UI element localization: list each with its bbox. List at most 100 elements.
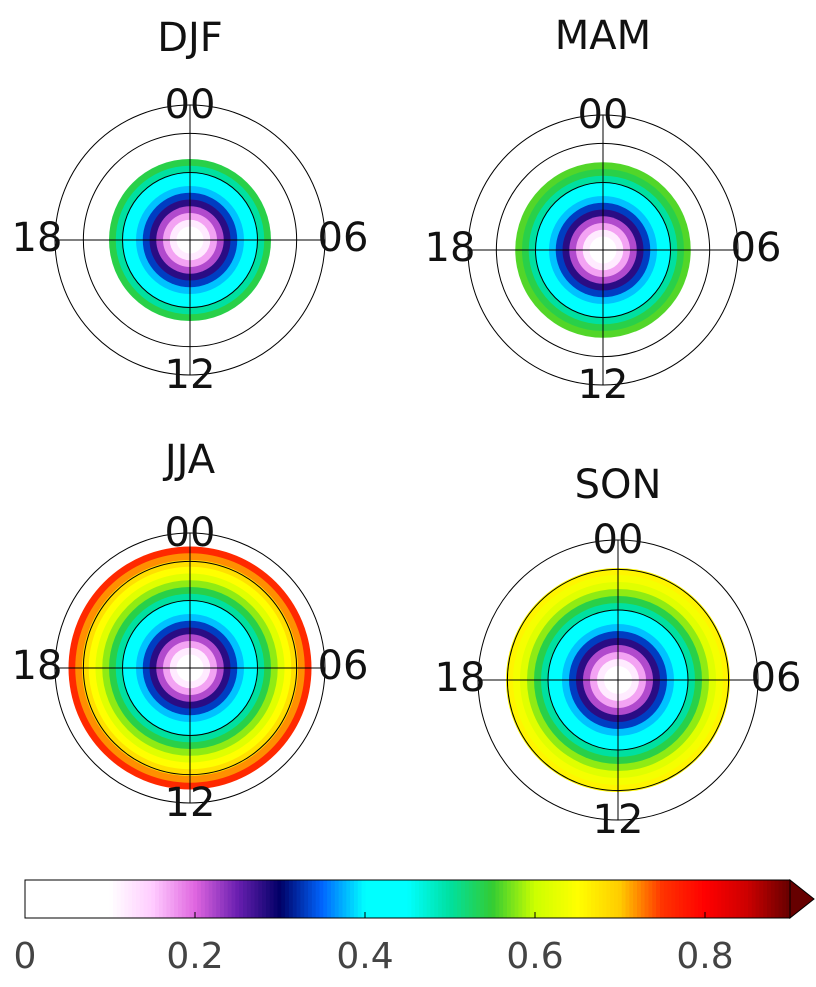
colorbar-segment: [717, 880, 722, 918]
colorbar-segment: [487, 880, 493, 918]
colorbar-segment: [682, 880, 688, 918]
colorbar-segment: [770, 880, 776, 918]
colorbar-segment: [591, 880, 596, 918]
colorbar-segment: [407, 880, 412, 918]
colorbar-segment: [296, 880, 301, 918]
dial-label: 00: [165, 82, 216, 128]
colorbar-segment: [273, 880, 279, 918]
colorbar-segment: [197, 880, 202, 918]
colorbar-segment: [74, 880, 80, 918]
colorbar-tick-label: 0.4: [336, 936, 393, 977]
colorbar-segment: [430, 880, 435, 918]
colorbar-segment: [231, 880, 236, 918]
colorbar-segment: [744, 880, 749, 918]
colorbar-segment: [101, 880, 106, 918]
dial-label: 18: [425, 225, 476, 271]
colorbar-segment: [537, 880, 542, 918]
colorbar-segment: [503, 880, 508, 918]
colorbar-segment: [44, 880, 49, 918]
colorbar-segment: [610, 880, 615, 918]
colorbar-segment: [583, 880, 588, 918]
colorbar-segment: [510, 880, 516, 918]
colorbar-segment: [732, 880, 738, 918]
colorbar-segment: [663, 880, 669, 918]
colorbar-tick-label: 0: [14, 936, 37, 977]
colorbar-segment: [441, 880, 447, 918]
colorbar-segment: [262, 880, 267, 918]
colorbar-segment: [105, 880, 110, 918]
colorbar-segment: [453, 880, 458, 918]
colorbar-segment: [216, 880, 221, 918]
colorbar-segment: [396, 880, 401, 918]
colorbar-segment: [499, 880, 504, 918]
panel-title: JJA: [162, 437, 216, 483]
colorbar-segment: [556, 880, 562, 918]
colorbar-segment: [541, 880, 546, 918]
colorbar-segment: [135, 880, 141, 918]
colorbar-segment: [208, 880, 214, 918]
colorbar-segment: [495, 880, 500, 918]
colorbar-segment: [724, 880, 730, 918]
colorbar-segment: [721, 880, 726, 918]
colorbar-segment: [782, 880, 787, 918]
colorbar-segment: [698, 880, 703, 918]
colorbar-extend: [789, 878, 815, 920]
colorbar-segment: [694, 880, 699, 918]
dial-label: 00: [165, 510, 216, 556]
colorbar-segment: [376, 880, 382, 918]
colorbar-segment: [158, 880, 164, 918]
colorbar-segment: [250, 880, 256, 918]
colorbar-segment: [774, 880, 780, 918]
colorbar-segment: [476, 880, 481, 918]
colorbar-segment: [223, 880, 229, 918]
colorbar-segment: [82, 880, 87, 918]
colorbar-segment: [147, 880, 152, 918]
panel-title: DJF: [157, 15, 223, 61]
colorbar-segment: [656, 880, 661, 918]
colorbar-segment: [514, 880, 520, 918]
colorbar-segment: [755, 880, 760, 918]
colorbar-segment: [399, 880, 405, 918]
colorbar-tick-label: 0.6: [506, 936, 563, 977]
dial-label: 06: [731, 225, 782, 271]
colorbar-segment: [97, 880, 103, 918]
colorbar-segment: [116, 880, 122, 918]
colorbar-segment: [319, 880, 324, 918]
dial-label: 12: [578, 362, 629, 408]
colorbar-segment: [461, 880, 466, 918]
colorbar-segment: [193, 880, 198, 918]
colorbar-segment: [86, 880, 91, 918]
colorbar-segment: [671, 880, 676, 918]
colorbar-segment: [767, 880, 772, 918]
colorbar-segment: [254, 880, 259, 918]
colorbar-segment: [640, 880, 646, 918]
colorbar-segment: [246, 880, 252, 918]
colorbar-segment: [552, 880, 558, 918]
dial-label: 06: [318, 215, 369, 261]
colorbar-segment: [786, 880, 791, 918]
colorbar-segment: [438, 880, 443, 918]
colorbar-segment: [304, 880, 309, 918]
colorbar-segment: [675, 880, 680, 918]
colorbar-segment: [174, 880, 179, 918]
dial-label: 12: [165, 780, 216, 826]
colorbar-segment: [652, 880, 657, 918]
colorbar-segment: [526, 880, 531, 918]
colorbar-segment: [659, 880, 665, 918]
colorbar-segment: [25, 880, 30, 918]
colorbar-segment: [63, 880, 68, 918]
colorbar-segment: [338, 880, 344, 918]
colorbar-segment: [384, 880, 389, 918]
dial-label: 12: [165, 352, 216, 398]
colorbar-tick-label: 0.2: [166, 936, 223, 977]
colorbar-segment: [568, 880, 573, 918]
colorbar-segment: [545, 880, 550, 918]
colorbar-segment: [311, 880, 317, 918]
colorbar-segment: [93, 880, 99, 918]
colorbar-segment: [32, 880, 38, 918]
colorbar-segment: [78, 880, 83, 918]
colorbar-segment: [529, 880, 535, 918]
colorbar-segment: [300, 880, 305, 918]
colorbar-segment: [120, 880, 126, 918]
colorbar-segment: [227, 880, 233, 918]
